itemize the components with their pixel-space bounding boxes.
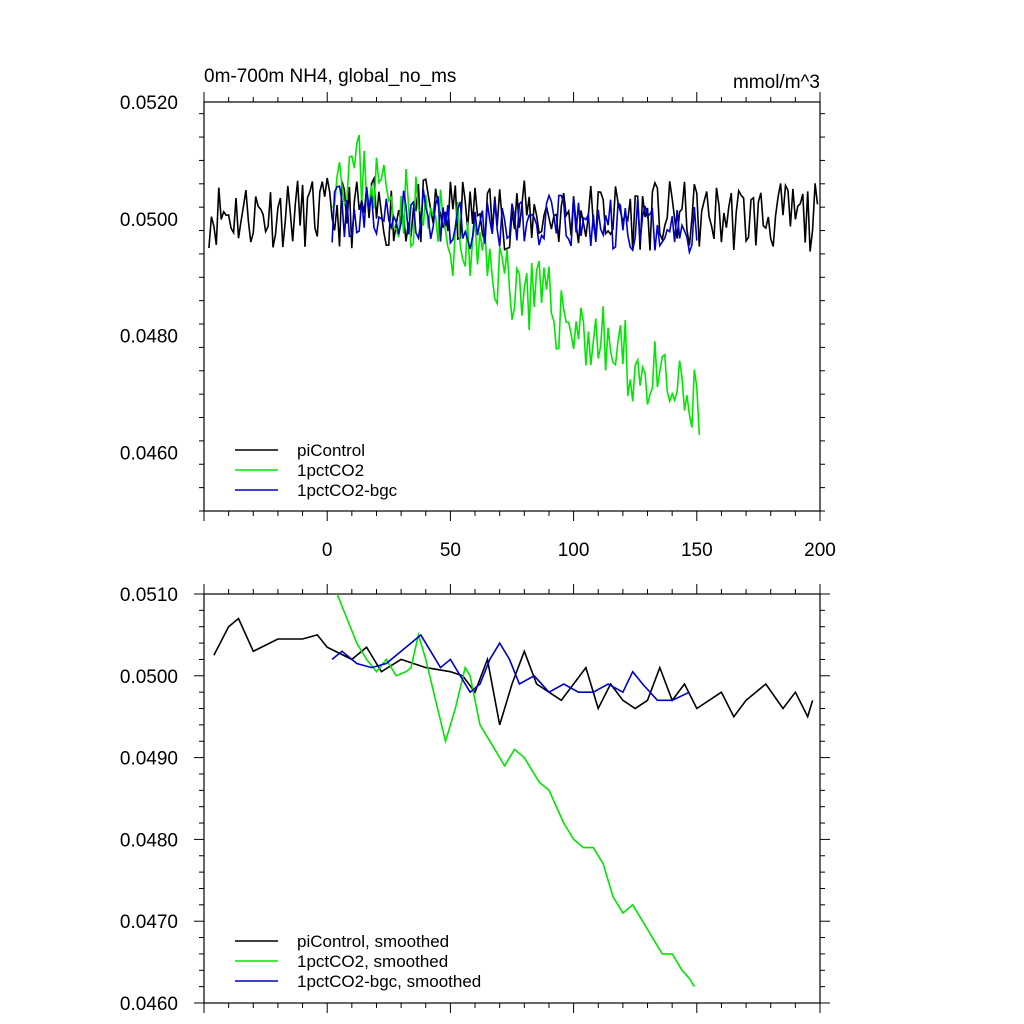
bottom-series-1pctco2-smoothed [336, 594, 695, 988]
top-y-tick-label: 0.0460 [120, 444, 178, 465]
top-title: 0m-700m NH4, global_no_ms [204, 66, 456, 87]
bottom-y-tick-label: 0.0470 [120, 912, 178, 933]
bottom-y-tick-label: 0.0480 [120, 830, 178, 851]
top-legend-label: piControl [297, 441, 365, 460]
top-panel: 0.0460 0.0480 0.0500 0.0520 0 50 100 150 200 0m-7… [120, 66, 836, 561]
bottom-series-1pctco2-bgc-smoothed [331, 633, 690, 702]
bottom-y-tick-label: 0.0510 [120, 585, 178, 606]
bottom-legend-label: 1pctCO2-bgc, smoothed [297, 972, 481, 991]
bottom-y-tick-label: 0.0490 [120, 749, 178, 770]
bottom-plot-frame [203, 593, 821, 1004]
top-y-tick-label: 0.0480 [120, 327, 178, 348]
top-x-tick-label: 200 [804, 540, 836, 561]
bottom-panel: 0.0460 0.0470 0.0480 0.0490 0.0500 0.0510 piCo… [120, 584, 830, 1015]
bottom-series-picontrol-smoothed [213, 617, 814, 726]
bottom-legend-label: 1pctCO2, smoothed [297, 952, 448, 971]
bottom-y-tick-label: 0.0460 [120, 994, 178, 1015]
bottom-y-tick-label: 0.0500 [120, 667, 178, 688]
top-y-tick-label: 0.0500 [120, 210, 178, 231]
top-plot-frame [203, 101, 821, 512]
top-series-1pctco2-bgc [331, 185, 698, 256]
top-series-1pctco2 [331, 134, 701, 436]
top-y-tick-label: 0.0520 [120, 93, 178, 114]
top-x-tick-label: 50 [440, 540, 461, 561]
top-x-tick-label: 0 [322, 540, 333, 561]
top-series-picontrol [208, 175, 819, 252]
top-units: mmol/m^3 [733, 72, 820, 93]
bottom-legend-label: piControl, smoothed [297, 932, 449, 951]
top-legend-label: 1pctCO2-bgc [297, 481, 398, 500]
top-x-tick-label: 150 [681, 540, 713, 561]
top-legend-label: 1pctCO2 [297, 461, 364, 480]
top-x-tick-label: 100 [558, 540, 590, 561]
